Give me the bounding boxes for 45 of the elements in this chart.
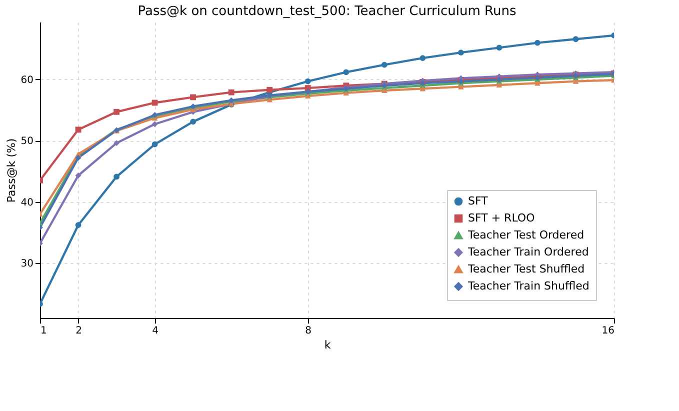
legend-label: Teacher Test Shuffled	[467, 262, 585, 276]
point	[496, 44, 502, 51]
x-tick-label: 8	[305, 326, 312, 336]
point	[496, 82, 502, 88]
y-tick-label: 50	[20, 136, 34, 148]
x-axis-title: k	[324, 338, 332, 352]
x-tick-label: 4	[152, 326, 158, 336]
point	[572, 36, 579, 42]
point	[572, 78, 579, 84]
point	[114, 108, 120, 115]
point	[152, 121, 158, 128]
point	[228, 89, 234, 96]
point	[152, 141, 158, 148]
point	[458, 84, 464, 90]
legend-label: Teacher Train Shuffled	[467, 280, 590, 292]
chart-title: Pass@k on countdown_test_500: Teacher Curriculum Runs	[138, 4, 516, 19]
point	[420, 55, 426, 62]
point	[266, 86, 273, 93]
legend-label: SFT + RLOO	[468, 212, 536, 224]
point	[534, 80, 540, 86]
point	[75, 222, 82, 228]
point	[114, 140, 120, 146]
legend-label: Teacher Train Ordered	[467, 246, 589, 258]
y-tick-label: 30	[20, 258, 34, 270]
point	[75, 126, 82, 133]
y-axis-title: Pass@k (%)	[4, 138, 18, 203]
point	[114, 174, 120, 180]
legend-label: SFT	[468, 194, 488, 208]
point	[152, 100, 158, 106]
point	[343, 69, 350, 76]
point	[381, 88, 388, 94]
point	[420, 86, 426, 92]
y-tick-label: 40	[20, 197, 34, 208]
x-tick-label: 1	[40, 326, 47, 336]
x-tick-label: 16	[602, 326, 614, 336]
x-tick-label: 2	[76, 326, 82, 336]
point	[381, 62, 388, 68]
y-tick-label: 60	[20, 74, 34, 86]
point	[75, 172, 82, 178]
point	[190, 118, 196, 125]
point	[304, 78, 311, 84]
legend-label: Teacher Test Ordered	[467, 228, 584, 242]
point	[458, 50, 464, 56]
point	[534, 40, 540, 46]
point	[190, 94, 196, 100]
